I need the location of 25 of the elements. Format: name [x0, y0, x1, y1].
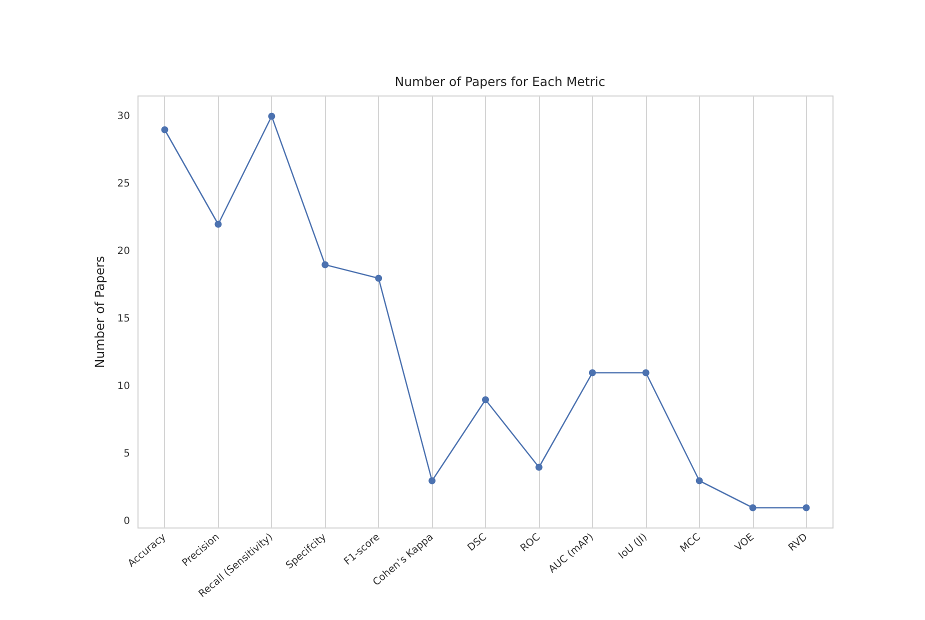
- chart-title: Number of Papers for Each Metric: [394, 74, 606, 89]
- point: [161, 126, 168, 134]
- point: [642, 369, 650, 376]
- point: [428, 477, 436, 484]
- y-tick-label: 30: [117, 110, 130, 122]
- point: [588, 369, 596, 376]
- y-tick-label: 0: [124, 516, 130, 527]
- point: [482, 396, 489, 404]
- y-tick-label: 20: [117, 246, 130, 257]
- y-tick-label: 10: [117, 380, 130, 392]
- point: [535, 464, 542, 471]
- x-tick-label: IoU (JI): [616, 532, 650, 562]
- point: [696, 477, 703, 484]
- point: [375, 274, 382, 282]
- y-axis-title: Number of Papers: [92, 256, 107, 368]
- point: [802, 504, 810, 512]
- y-tick-label: 15: [117, 313, 130, 324]
- y-tick-label: 25: [117, 178, 130, 190]
- point: [268, 112, 276, 120]
- point: [214, 220, 222, 228]
- x-tick-label: RVD: [786, 532, 810, 554]
- x-tick-label: VOE: [733, 532, 756, 554]
- point: [749, 504, 756, 512]
- point: [322, 261, 329, 268]
- y-tick-label: 5: [124, 448, 130, 460]
